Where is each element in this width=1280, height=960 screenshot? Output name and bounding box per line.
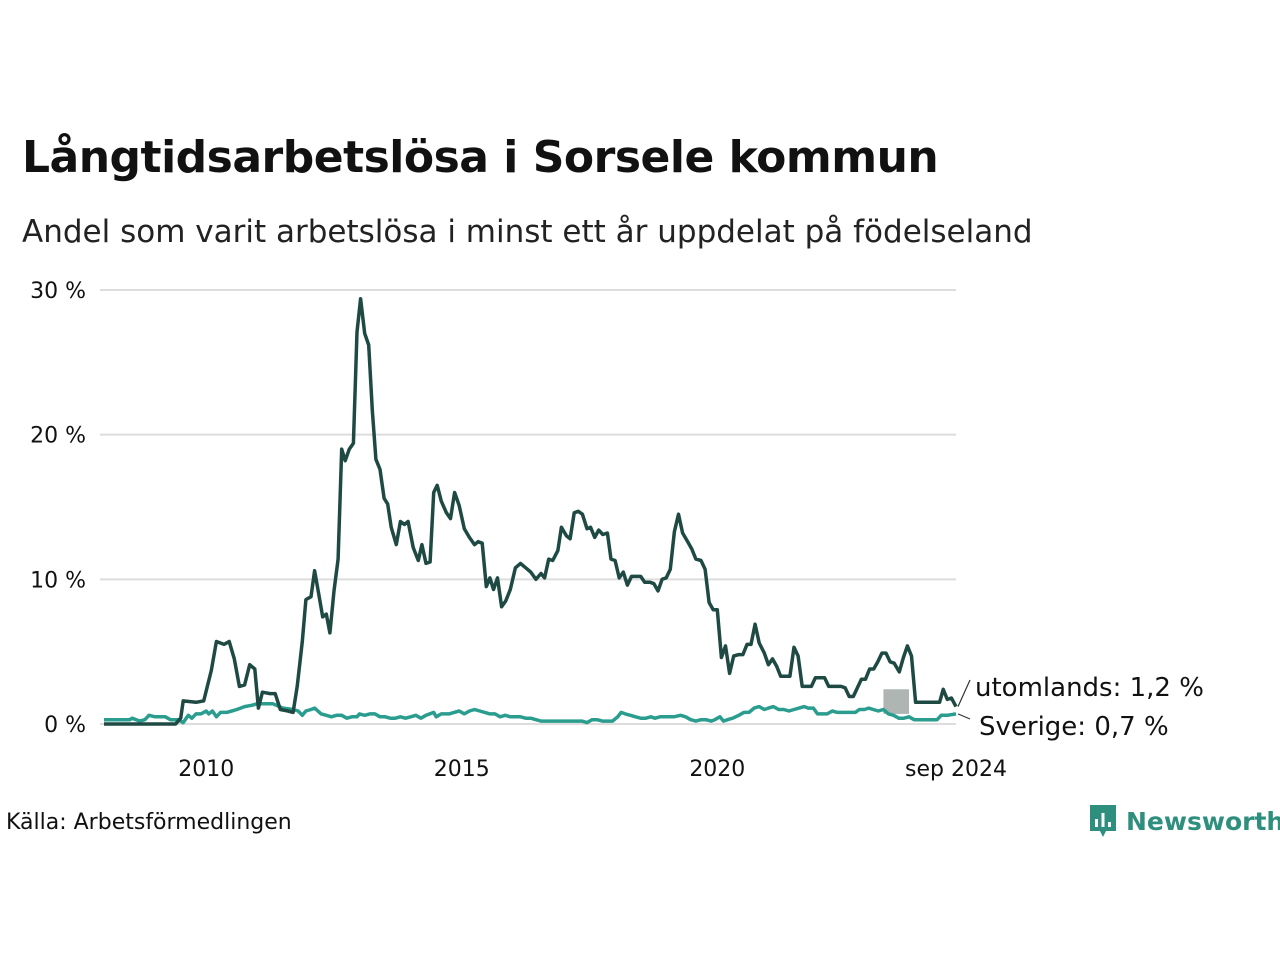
series-end-label: utomlands: 1,2 % — [975, 673, 1204, 703]
y-tick-label: 30 % — [30, 279, 86, 304]
x-tick-label: 2010 — [178, 757, 234, 782]
uncertainty-band — [883, 689, 909, 714]
label-connector — [957, 713, 971, 720]
y-axis-ticks: 0 % 10 % 20 % 30 % — [30, 279, 86, 738]
chart-title: Långtidsarbetslösa i Sorsele kommun — [22, 132, 939, 183]
x-tick-label: 2020 — [689, 757, 745, 782]
chart-subtitle: Andel som varit arbetslösa i minst ett å… — [22, 214, 1033, 250]
grid-lines — [100, 289, 956, 725]
label-connector — [957, 679, 971, 707]
x-tick-label: 2015 — [434, 757, 490, 782]
series-end-label: Sverige: 0,7 % — [979, 712, 1169, 742]
y-tick-label: 20 % — [30, 424, 86, 449]
uncertainty-band-rect — [883, 689, 909, 714]
series-line-sverige — [104, 701, 957, 725]
line-chart: 0 % 10 % 20 % 30 % 2010 2015 2020 sep 2024 uto… — [30, 279, 1204, 782]
brand-name: Newsworthy — [1126, 806, 1280, 836]
y-tick-label: 10 % — [30, 568, 86, 593]
source-note: Källa: Arbetsförmedlingen — [6, 810, 292, 835]
y-tick-label: 0 % — [44, 713, 86, 738]
newsworthy-logo[interactable]: Newsworthy — [1088, 803, 1280, 839]
x-tick-label: sep 2024 — [905, 757, 1007, 782]
series-end-labels: utomlands: 1,2 % Sverige: 0,7 % — [957, 673, 1204, 742]
bar-chart-logo-icon — [1090, 805, 1116, 837]
series-lines — [104, 296, 958, 726]
series-line-utomlands — [104, 296, 958, 726]
x-axis-ticks: 2010 2015 2020 sep 2024 — [178, 757, 1007, 782]
